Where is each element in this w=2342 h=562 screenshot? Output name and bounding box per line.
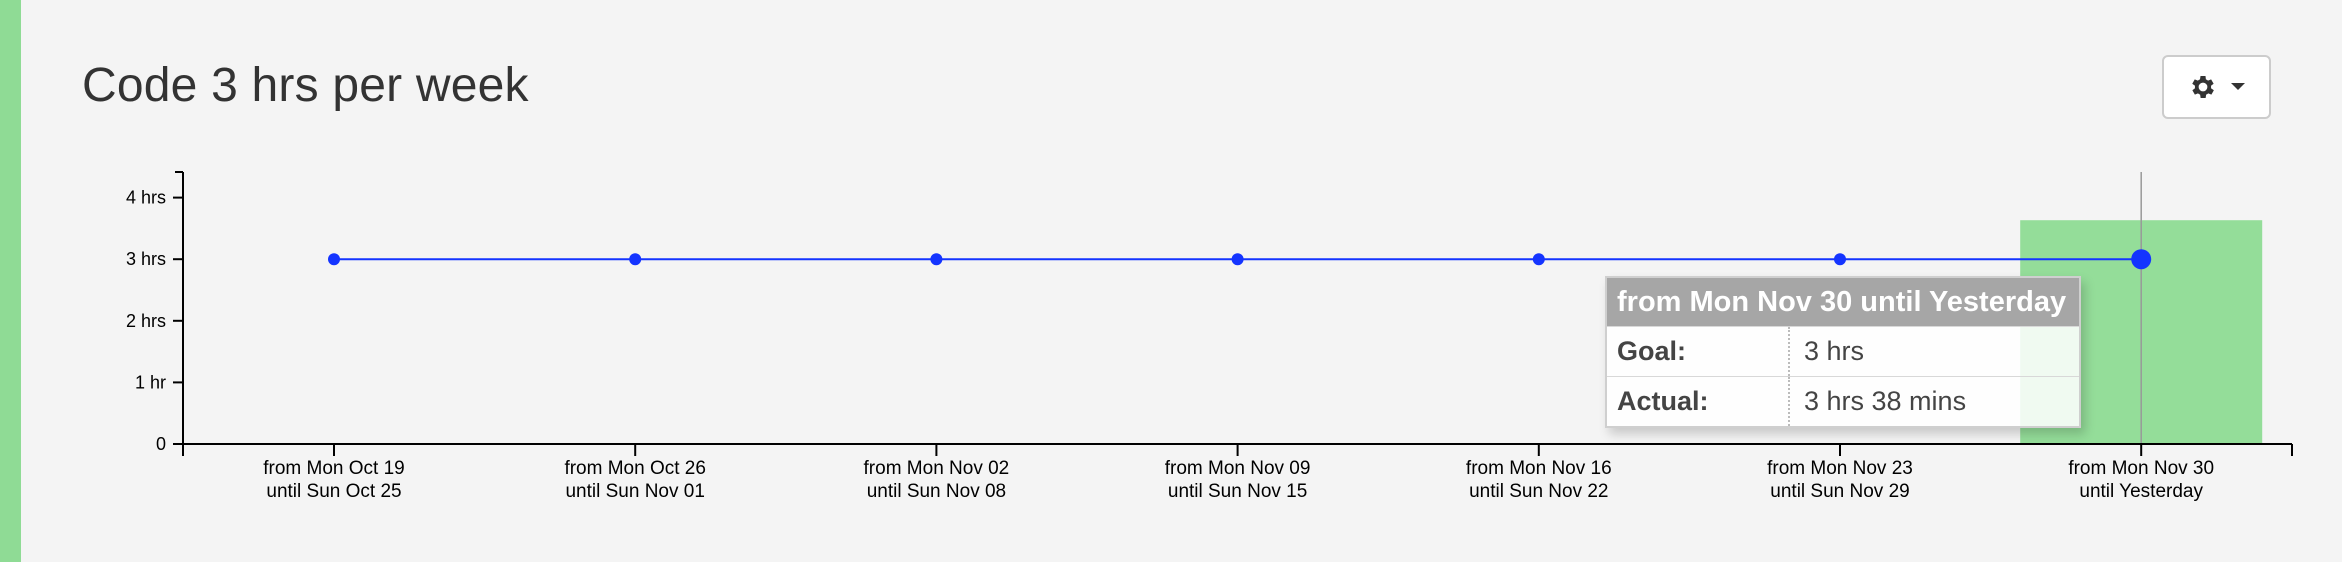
goal-point: [629, 253, 642, 266]
y-tick-label: 0: [156, 434, 166, 454]
x-tick-label: from Mon Nov 23: [1767, 458, 1913, 479]
goal-point: [1532, 253, 1545, 266]
goal-point: [2131, 249, 2152, 270]
goal-point: [1231, 253, 1244, 266]
tooltip-value: 3 hrs 38 mins: [1804, 386, 1967, 416]
tooltip-row-actual: Actual: 3 hrs 38 mins: [1607, 376, 2079, 426]
y-tick-label: 1 hr: [135, 372, 166, 392]
x-tick-label: from Mon Oct 19: [263, 458, 405, 479]
tooltip-value: 3 hrs: [1804, 336, 1865, 366]
accent-bar: [0, 0, 21, 562]
goal-point: [328, 253, 340, 266]
x-tick-label: from Mon Nov 02: [864, 458, 1010, 479]
x-tick-label: from Mon Nov 30: [2068, 458, 2214, 479]
x-tick-label: until Sun Nov 15: [1168, 481, 1307, 502]
x-tick-label: until Sun Nov 01: [565, 481, 704, 502]
chart-tooltip: from Mon Nov 30 until Yesterday Goal: 3 …: [1605, 276, 2081, 428]
tooltip-key: Goal:: [1607, 327, 1790, 376]
x-tick-label: from Mon Nov 09: [1165, 458, 1311, 479]
caret-down-icon: [2230, 82, 2246, 92]
y-tick-label: 2 hrs: [126, 311, 166, 331]
tooltip-row-goal: Goal: 3 hrs: [1607, 326, 2079, 376]
y-tick-label: 4 hrs: [126, 188, 166, 208]
goal-point: [930, 253, 943, 266]
tooltip-header: from Mon Nov 30 until Yesterday: [1607, 278, 2079, 326]
settings-dropdown-button[interactable]: [2162, 55, 2271, 119]
x-tick-label: until Yesterday: [2079, 481, 2203, 502]
goal-point: [1834, 253, 1846, 266]
x-tick-label: until Sun Nov 08: [867, 481, 1006, 502]
x-tick-label: from Mon Nov 16: [1466, 458, 1612, 479]
page-title: Code 3 hrs per week: [82, 59, 529, 112]
x-tick-label: until Sun Nov 29: [1770, 481, 1909, 502]
x-tick-label: until Sun Nov 22: [1469, 481, 1608, 502]
gear-icon: [2188, 72, 2218, 102]
x-tick-label: from Mon Oct 26: [564, 458, 706, 479]
y-tick-label: 3 hrs: [126, 249, 166, 269]
x-tick-label: until Sun Oct 25: [266, 481, 401, 502]
tooltip-key: Actual:: [1607, 377, 1790, 426]
